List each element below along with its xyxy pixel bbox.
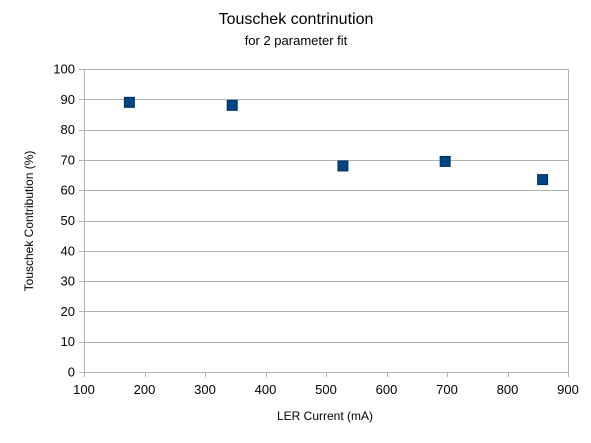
chart-title: Touschek contrinution [219, 11, 374, 28]
x-tick-label: 900 [557, 382, 579, 397]
x-axis-label: LER Current (mA) [277, 409, 373, 423]
chart-subtitle: for 2 parameter fit [245, 33, 348, 48]
data-point [226, 99, 238, 111]
x-tick-label: 500 [315, 382, 337, 397]
x-tick-label: 400 [255, 382, 277, 397]
x-axis-tick-labels: 100 200 300 400 500 600 700 800 900 [73, 382, 579, 397]
axes [79, 69, 569, 377]
x-tick-label: 100 [73, 382, 95, 397]
gridlines [84, 69, 568, 373]
y-axis-label: Touschek Contribution (%) [22, 151, 36, 292]
x-tick-label: 800 [497, 382, 519, 397]
y-tick-label: 60 [61, 183, 75, 198]
data-point [123, 96, 135, 108]
y-tick-label: 10 [61, 334, 75, 349]
x-tick-label: 200 [134, 382, 156, 397]
data-point [439, 155, 451, 167]
data-points [123, 96, 549, 186]
y-tick-label: 90 [61, 92, 75, 107]
data-point [537, 174, 549, 186]
y-tick-label: 0 [68, 365, 75, 380]
y-tick-label: 100 [53, 62, 75, 77]
y-tick-label: 40 [61, 243, 75, 258]
x-tick-label: 700 [436, 382, 458, 397]
y-tick-label: 20 [61, 304, 75, 319]
y-tick-label: 70 [61, 152, 75, 167]
x-tick-label: 600 [376, 382, 398, 397]
y-tick-label: 30 [61, 274, 75, 289]
x-tick-label: 300 [194, 382, 216, 397]
data-point [337, 160, 349, 172]
y-tick-label: 80 [61, 122, 75, 137]
y-axis-tick-labels: 0 10 20 30 40 50 60 70 80 90 100 [53, 62, 75, 380]
y-tick-label: 50 [61, 213, 75, 228]
